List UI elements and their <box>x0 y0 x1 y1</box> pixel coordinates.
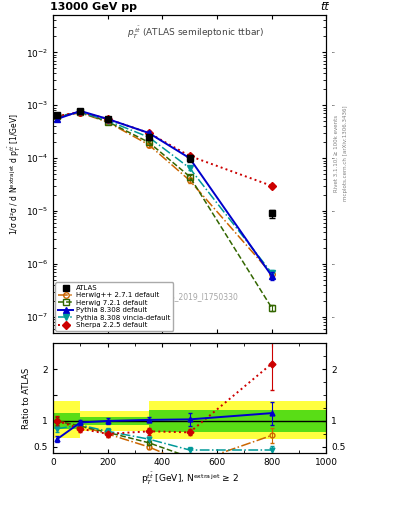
Bar <box>149 410 190 432</box>
Text: ATLAS_2019_I1750330: ATLAS_2019_I1750330 <box>152 292 239 301</box>
Text: tt̅: tt̅ <box>320 2 329 12</box>
Bar <box>190 410 326 432</box>
Y-axis label: 1/σ d²σ / d N$^{\mathrm{extra\,jet}}$ d p$_T^{t\bar{t}}$ [1/GeV]: 1/σ d²σ / d N$^{\mathrm{extra\,jet}}$ d … <box>7 113 23 235</box>
Bar <box>81 417 108 425</box>
Y-axis label: Ratio to ATLAS: Ratio to ATLAS <box>22 368 31 429</box>
Text: mcplots.cern.ch [arXiv:1306.3436]: mcplots.cern.ch [arXiv:1306.3436] <box>343 106 347 201</box>
Legend: ATLAS, Herwig++ 2.7.1 default, Herwig 7.2.1 default, Pythia 8.308 default, Pythi: ATLAS, Herwig++ 2.7.1 default, Herwig 7.… <box>55 282 173 331</box>
Bar <box>81 411 108 431</box>
Text: Rivet 3.1.10, ≥ 100k events: Rivet 3.1.10, ≥ 100k events <box>334 115 338 192</box>
Bar <box>149 401 190 439</box>
Bar <box>190 401 326 439</box>
Bar <box>108 411 149 431</box>
Text: $p_T^{\,t\bar{t}}$ (ATLAS semileptonic ttbar): $p_T^{\,t\bar{t}}$ (ATLAS semileptonic t… <box>127 25 264 41</box>
Bar <box>53 413 81 429</box>
X-axis label: p$_T^{t\bar{t}}$ [GeV], N$^{\mathrm{extra\,jet}}$ ≥ 2: p$_T^{t\bar{t}}$ [GeV], N$^{\mathrm{extr… <box>141 471 239 487</box>
Bar <box>108 417 149 425</box>
Text: 13000 GeV pp: 13000 GeV pp <box>50 2 137 12</box>
Bar <box>53 401 81 438</box>
